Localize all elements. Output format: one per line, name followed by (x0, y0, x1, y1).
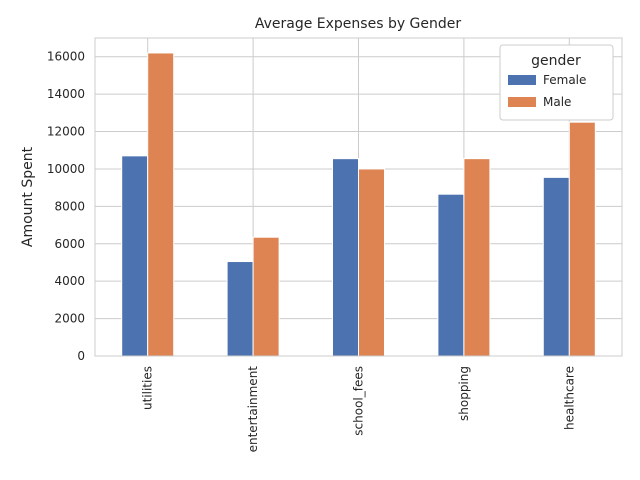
bar-male-school_fees (358, 168, 385, 357)
legend-label-female: Female (543, 73, 586, 87)
legend-swatch-male (508, 97, 536, 107)
x-tick-label: healthcare (562, 366, 576, 430)
legend-title: gender (531, 53, 581, 69)
bar-male-shopping (463, 158, 491, 357)
y-tick-label: 4000 (54, 274, 85, 288)
bar-female-shopping (437, 193, 465, 357)
legend-label-male: Male (543, 95, 571, 109)
bar-female-entertainment (226, 261, 254, 357)
y-tick-label: 2000 (54, 312, 85, 326)
y-tick-label: 12000 (47, 125, 85, 139)
bar-male-utilities (147, 52, 175, 357)
x-tick-label: utilities (141, 366, 155, 410)
bar-male-healthcare (568, 121, 596, 357)
y-axis-label: Amount Spent (20, 146, 36, 247)
x-tick-label: shopping (457, 366, 471, 421)
y-tick-label: 8000 (54, 199, 85, 213)
y-tick-label: 14000 (47, 87, 85, 101)
x-tick-labels: utilities entertainment school_fees shoppin… (141, 366, 577, 453)
bar-male-entertainment (252, 236, 280, 357)
y-tick-label: 10000 (47, 162, 85, 176)
y-tick-label: 16000 (47, 50, 85, 64)
plot-frame (94, 37, 623, 357)
x-tick-label: entertainment (246, 366, 260, 453)
y-tick-label: 0 (77, 349, 85, 363)
legend: gender Female Male (499, 44, 614, 121)
legend-swatch-female (508, 75, 536, 85)
bar-female-school_fees (332, 158, 359, 357)
y-tick-labels: 0 2000 4000 6000 8000 10000 12000 14000 16000 (47, 50, 85, 363)
bar-female-utilities (121, 155, 149, 357)
x-tick-label: school_fees (352, 366, 366, 436)
y-tick-label: 6000 (54, 237, 85, 251)
bar-female-healthcare (542, 176, 570, 357)
chart-title: Average Expenses by Gender (255, 16, 462, 32)
bars (121, 52, 596, 357)
